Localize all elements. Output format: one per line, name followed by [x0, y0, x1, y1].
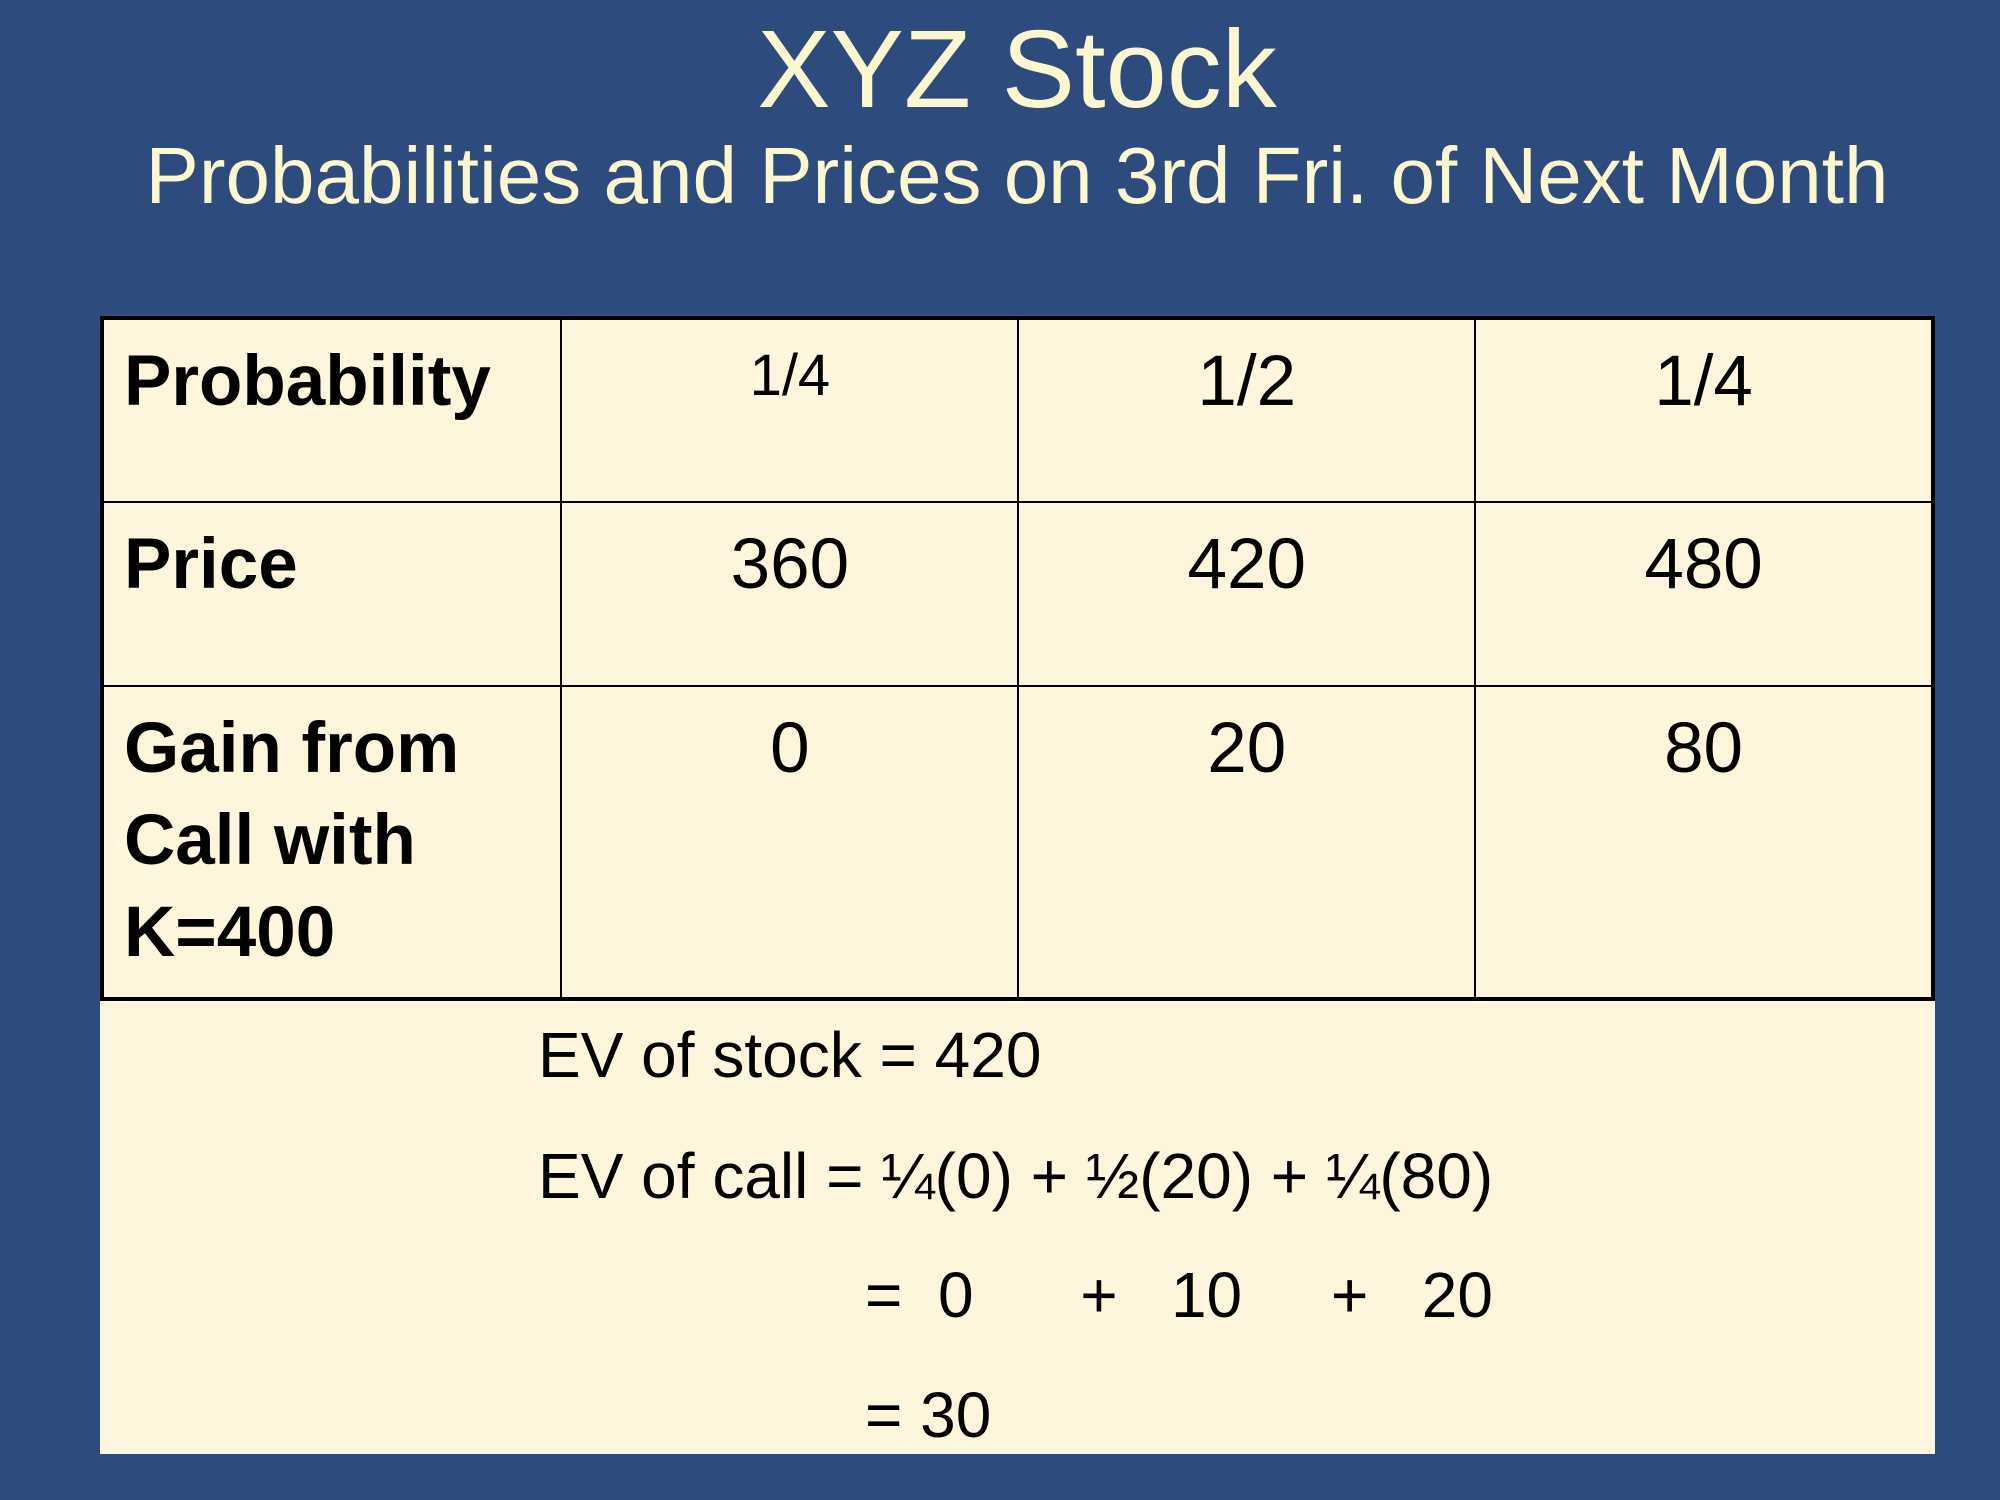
cell: 1/4: [1474, 317, 1934, 503]
cell: 1/2: [1017, 317, 1477, 503]
cell: 480: [1474, 501, 1934, 687]
row-header: Probability: [100, 317, 563, 503]
row-header: Price: [100, 501, 563, 687]
table: Probability 1/4 1/2 1/4 Price 360 420 48…: [100, 316, 1935, 1001]
row-header: Gain from Call with K=400: [100, 685, 563, 1000]
note-line: EV of stock = 420: [538, 1019, 1042, 1091]
cell: 0: [560, 685, 1020, 1000]
cell: 80: [1474, 685, 1934, 1000]
subtitle: Probabilities and Prices on 3rd Fri. of …: [145, 131, 1889, 220]
title: XYZ Stock: [757, 8, 1277, 131]
cell: 420: [1017, 501, 1477, 687]
note-line: EV of call = ¼(0) + ½(20) + ¼(80): [538, 1140, 1494, 1212]
cell: 1/4: [560, 317, 1020, 503]
note-line: = 30: [865, 1379, 992, 1451]
cell: 360: [560, 501, 1020, 687]
note-line: = 0 + 10 + 20: [865, 1259, 1493, 1331]
notes-box: EV of stock = 420 EV of call = ¼(0) + ½(…: [100, 1001, 1935, 1454]
cell: 20: [1017, 685, 1477, 1000]
